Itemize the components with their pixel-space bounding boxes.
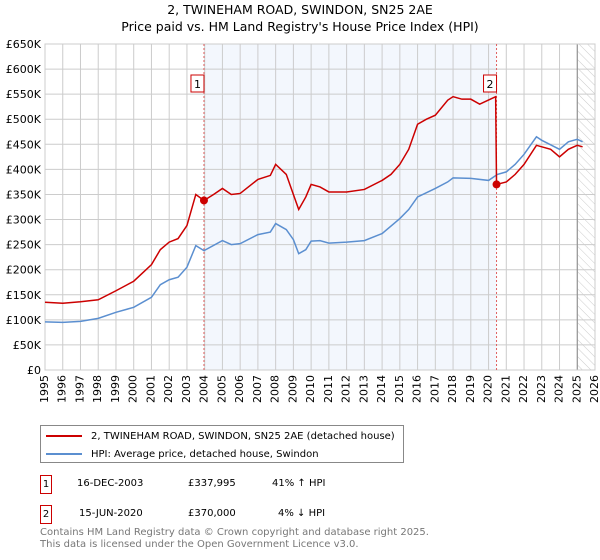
x-tick-label: 2002 — [162, 375, 175, 403]
x-tick-label: 1999 — [109, 375, 122, 403]
y-tick-label: £450K — [6, 138, 42, 151]
sale-marker-box — [190, 74, 205, 93]
sale-marker-label: 2 — [487, 78, 494, 91]
legend-swatch — [46, 435, 82, 437]
x-tick-label: 2016 — [411, 375, 424, 403]
y-tick-label: £500K — [6, 113, 42, 126]
plot-frame — [44, 43, 596, 371]
footer: Contains HM Land Registry data © Crown c… — [40, 527, 429, 551]
x-tick-label: 2012 — [340, 375, 353, 403]
x-tick-label: 2004 — [198, 375, 211, 403]
sale-row: 2 15-JUN-2020 £370,000 4% ↓ HPI — [40, 505, 440, 525]
sale-badge: 2 — [40, 505, 52, 524]
shaded-period — [203, 44, 497, 370]
legend-item-property: 2, TWINEHAM ROAD, SWINDON, SN25 2AE (det… — [46, 428, 395, 444]
hpi-line — [44, 135, 583, 324]
x-tick-label: 1996 — [56, 375, 69, 403]
y-tick-label: £100K — [6, 314, 42, 327]
x-tick-label: 2008 — [269, 375, 282, 403]
footer-line: This data is licensed under the Open Gov… — [40, 539, 359, 550]
legend-label: 2, TWINEHAM ROAD, SWINDON, SN25 2AE (det… — [91, 430, 395, 442]
sale-price: £337,995 — [188, 478, 236, 489]
x-tick-label: 2022 — [517, 375, 530, 403]
y-tick-label: £50K — [13, 339, 42, 352]
x-tick-label: 2010 — [304, 375, 317, 403]
chart-title: 2, TWINEHAM ROAD, SWINDON, SN25 2AE — [167, 2, 433, 17]
future-hatch — [577, 44, 595, 370]
sale-price: £370,000 — [188, 508, 236, 519]
legend-item-hpi: HPI: Average price, detached house, Swin… — [46, 446, 395, 462]
x-tick-label: 2018 — [446, 375, 459, 403]
x-tick-label: 2001 — [144, 375, 157, 403]
x-tick-label: 2011 — [322, 375, 335, 403]
sale-row: 1 16-DEC-2003 £337,995 41% ↑ HPI — [40, 475, 440, 495]
y-tick-label: £550K — [6, 88, 42, 101]
x-tick-label: 2025 — [570, 375, 583, 403]
x-tick-label: 2023 — [535, 375, 548, 403]
x-tick-label: 2015 — [393, 375, 406, 403]
x-tick-label: 2006 — [233, 375, 246, 403]
x-tick-label: 2007 — [251, 375, 264, 403]
sale-date: 16-DEC-2003 — [77, 478, 144, 489]
sale-marker-box — [483, 74, 498, 93]
price-paid-line — [44, 95, 583, 305]
sale-marker-label: 1 — [194, 78, 201, 91]
sale-badge: 1 — [40, 475, 52, 494]
x-tick-label: 1998 — [91, 375, 104, 403]
x-tick-label: 2024 — [553, 375, 566, 403]
legend: 2, TWINEHAM ROAD, SWINDON, SN25 2AE (det… — [40, 425, 404, 463]
legend-swatch — [46, 453, 82, 455]
line-chart: 1995 1996 1997 1998 1999 2000 2001 2002 2003 2004… — [6, 38, 600, 403]
chart-subtitle: Price paid vs. HM Land Registry's House … — [121, 19, 479, 34]
x-tick-label: 2020 — [482, 375, 495, 403]
y-tick-label: £600K — [6, 63, 42, 76]
x-tick-label: 2009 — [286, 375, 299, 403]
y-tick-label: £250K — [6, 239, 42, 252]
y-tick-label: £350K — [6, 188, 42, 201]
y-tick-label: £300K — [6, 214, 42, 227]
y-tick-label: £400K — [6, 163, 42, 176]
y-tick-label: £650K — [6, 38, 42, 51]
x-tick-label: 1997 — [73, 375, 86, 403]
x-tick-label: 2019 — [464, 375, 477, 403]
x-tick-label: 2005 — [215, 375, 228, 403]
x-tick-label: 2014 — [375, 375, 388, 403]
sale-point — [199, 196, 208, 205]
x-tick-label: 2003 — [180, 375, 193, 403]
y-tick-label: £0 — [27, 364, 41, 377]
legend-label: HPI: Average price, detached house, Swin… — [91, 448, 319, 460]
x-tick-label: 1995 — [38, 375, 51, 403]
x-tick-label: 2021 — [499, 375, 512, 403]
sale-hpi: 41% ↑ HPI — [272, 478, 326, 489]
sale-point — [492, 180, 501, 189]
x-tick-label: 2026 — [588, 375, 600, 403]
footer-line: Contains HM Land Registry data © Crown c… — [40, 527, 429, 538]
x-tick-label: 2000 — [127, 375, 140, 403]
y-tick-label: £150K — [6, 289, 42, 302]
x-tick-label: 2013 — [357, 375, 370, 403]
sale-date: 15-JUN-2020 — [79, 508, 143, 519]
y-tick-label: £200K — [6, 264, 42, 277]
x-tick-label: 2017 — [428, 375, 441, 403]
sale-hpi: 4% ↓ HPI — [278, 508, 326, 519]
